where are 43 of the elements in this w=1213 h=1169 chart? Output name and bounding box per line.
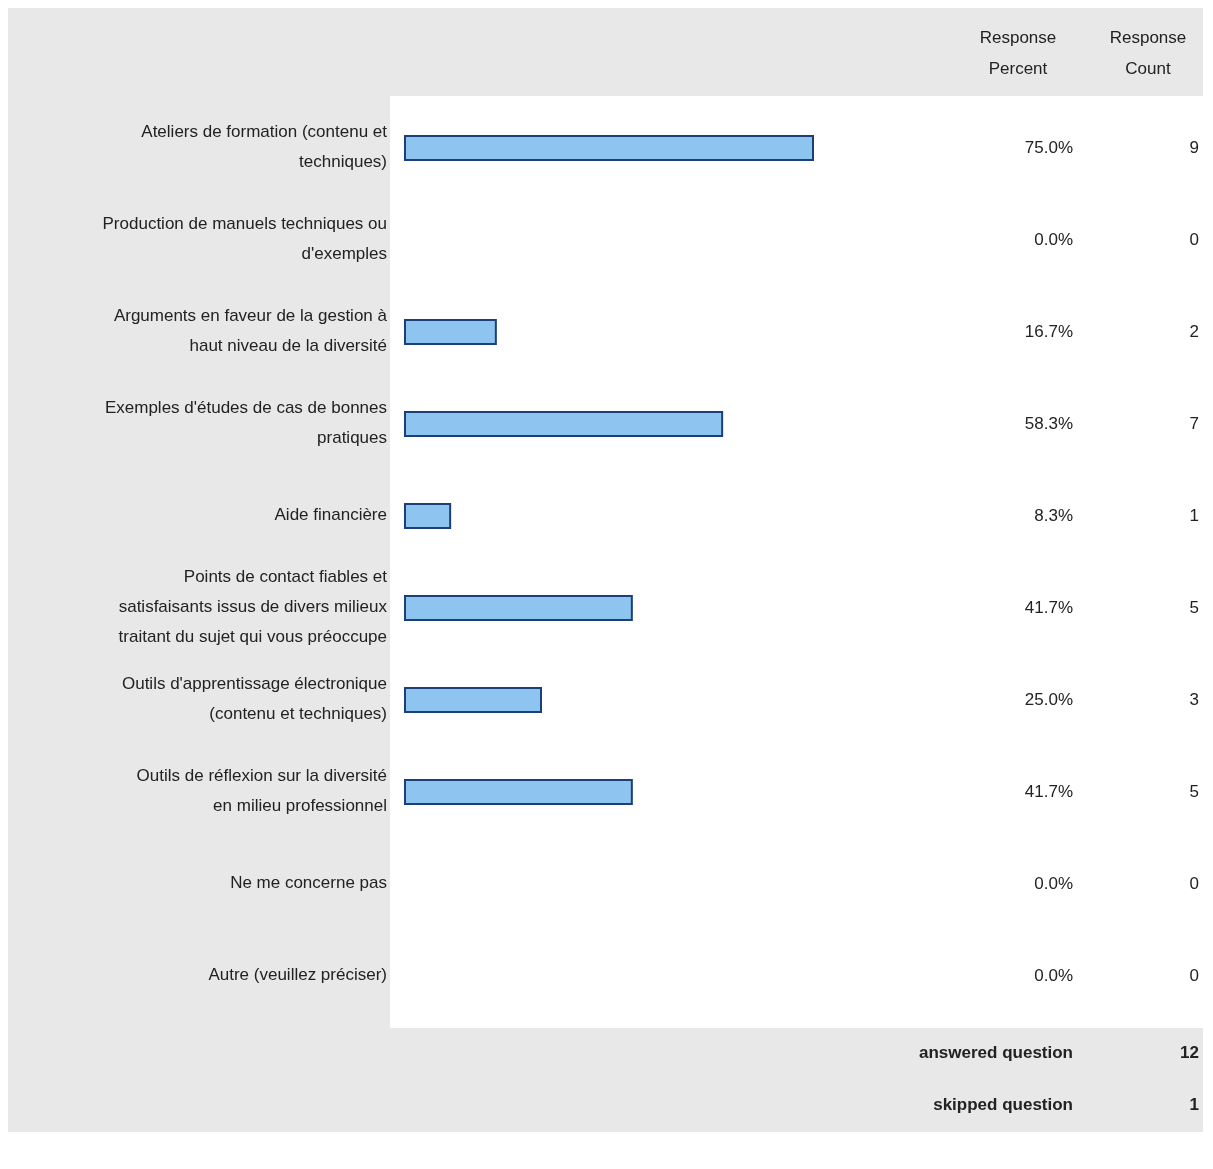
text: 0: [1189, 965, 1199, 987]
y-tick-label: Ateliers de formation (contenu et techniques): [141, 122, 388, 172]
text: Response Count: [1108, 27, 1188, 80]
text: 3: [1189, 689, 1199, 711]
bar: [404, 779, 633, 805]
text: 12: [1180, 1043, 1199, 1063]
text: 0: [1189, 873, 1199, 895]
data-label: 25.0%: [1024, 689, 1073, 711]
bar: [404, 411, 724, 437]
y-tick-label: Points de contact fiables et satisfaisants issus de divers milieux traitant du sujet qui vous préoccupe: [118, 567, 388, 647]
text: answered question: [919, 1043, 1073, 1063]
y-tick-label: Arguments en faveur de la gestion à haut niveau de la diversité: [113, 306, 388, 356]
data-label: 58.3%: [1024, 413, 1073, 435]
data-label: 75.0%: [1024, 137, 1073, 159]
text: 7: [1189, 413, 1199, 435]
bar: [404, 319, 497, 345]
text: 1: [1189, 1095, 1199, 1115]
data-label: 16.7%: [1024, 321, 1073, 343]
text: 5: [1189, 597, 1199, 619]
text: 9: [1189, 137, 1199, 159]
data-label: 0.0%: [1034, 873, 1073, 895]
text: Response Percent: [978, 27, 1058, 80]
y-tick-label: Autre (veuillez préciser): [208, 965, 387, 985]
data-label: 41.7%: [1024, 597, 1073, 619]
text: 5: [1189, 781, 1199, 803]
y-tick-label: Outils d'apprentissage électronique (contenu et techniques): [121, 674, 387, 724]
text: 2: [1189, 321, 1199, 343]
data-label: 41.7%: [1024, 781, 1073, 803]
data-label: 0.0%: [1034, 229, 1073, 251]
data-label: 8.3%: [1034, 505, 1073, 527]
y-tick-label: Production de manuels techniques ou d'exemples: [102, 214, 387, 264]
text: 1: [1189, 505, 1199, 527]
data-label: 0.0%: [1034, 965, 1073, 987]
text: 0: [1189, 229, 1199, 251]
y-tick-label: Ne me concerne pas: [230, 873, 387, 893]
bar: [404, 595, 633, 621]
bar: [404, 135, 814, 161]
bar: [404, 503, 452, 529]
y-tick-label: Aide financière: [274, 505, 387, 525]
bar: [404, 687, 542, 713]
y-tick-label: Outils de réflexion sur la diversité en milieu professionnel: [136, 766, 387, 816]
y-tick-label: Exemples d'études de cas de bonnes pratiques: [104, 398, 387, 448]
text: skipped question: [933, 1095, 1073, 1115]
